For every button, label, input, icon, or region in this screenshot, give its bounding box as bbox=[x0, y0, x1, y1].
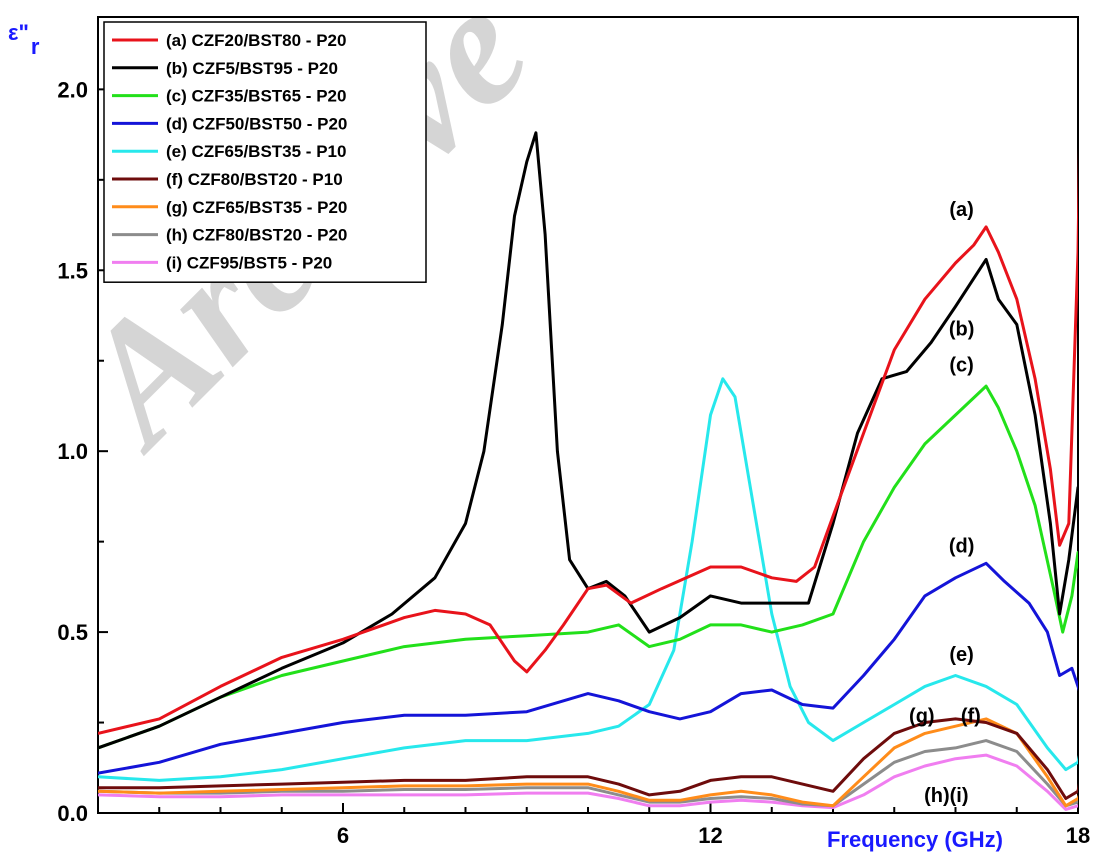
legend-label-f: (f) CZF80/BST20 - P10 bbox=[166, 170, 343, 189]
curve-annotation: (e) bbox=[949, 644, 973, 666]
curve-annotation: (c) bbox=[949, 355, 973, 377]
legend-label-c: (c) CZF35/BST65 - P20 bbox=[166, 87, 346, 106]
curve-annotation: (g) bbox=[909, 706, 935, 728]
series-line-b bbox=[98, 131, 1078, 750]
series-line-a bbox=[98, 147, 1078, 735]
series-line-c bbox=[98, 384, 1078, 750]
series-line-d bbox=[98, 561, 1078, 775]
curve-annotation: (b) bbox=[949, 318, 975, 340]
series-line-h bbox=[98, 739, 1078, 808]
annotations-layer: (a) (b) (c) (d) (e) (g) (f) (h)(i) bbox=[909, 199, 981, 807]
legend-label-a: (a) CZF20/BST80 - P20 bbox=[166, 31, 346, 50]
y-axis-title-sub: r bbox=[31, 34, 40, 59]
y-tick-label: 0.5 bbox=[57, 620, 88, 645]
legend-label-i: (i) CZF95/BST5 - P20 bbox=[166, 253, 332, 272]
series-line-g bbox=[98, 717, 1078, 808]
series-line-i bbox=[98, 753, 1078, 811]
series-layer bbox=[98, 131, 1078, 811]
curve-annotation: (f) bbox=[961, 706, 981, 728]
axis-labels: Frequency (GHz) ε"r bbox=[8, 20, 1003, 852]
legend-label-e: (e) CZF65/BST35 - P10 bbox=[166, 142, 346, 161]
legend-label-b: (b) CZF5/BST95 - P20 bbox=[166, 59, 338, 78]
legend-label-g: (g) CZF65/BST35 - P20 bbox=[166, 198, 347, 217]
plot-frame: 0.0 0.5 1.0 1.5 2.0 6 12 18 bbox=[57, 16, 1090, 848]
legend-label-h: (h) CZF80/BST20 - P20 bbox=[166, 226, 347, 245]
series-line-e bbox=[98, 377, 1078, 782]
y-tick-label: 1.5 bbox=[57, 258, 88, 283]
curve-annotation: (d) bbox=[949, 535, 975, 557]
y-axis-title-main: ε" bbox=[8, 20, 29, 45]
y-tick-label: 1.0 bbox=[57, 439, 88, 464]
x-tick-label: 12 bbox=[698, 823, 722, 848]
y-axis-title: ε"r bbox=[8, 20, 40, 59]
series-line-f bbox=[98, 717, 1078, 800]
x-tick-label: 6 bbox=[337, 823, 349, 848]
legend: (a) CZF20/BST80 - P20 (b) CZF5/BST95 - P2… bbox=[103, 21, 427, 283]
y-tick-label: 0.0 bbox=[57, 801, 88, 826]
curve-annotation: (a) bbox=[949, 199, 973, 221]
legend-label-d: (d) CZF50/BST50 - P20 bbox=[166, 114, 347, 133]
y-tick-label: 2.0 bbox=[57, 77, 88, 102]
x-axis-title: Frequency (GHz) bbox=[827, 827, 1003, 852]
x-tick-label: 18 bbox=[1066, 823, 1090, 848]
curve-annotation: (h)(i) bbox=[924, 785, 968, 807]
